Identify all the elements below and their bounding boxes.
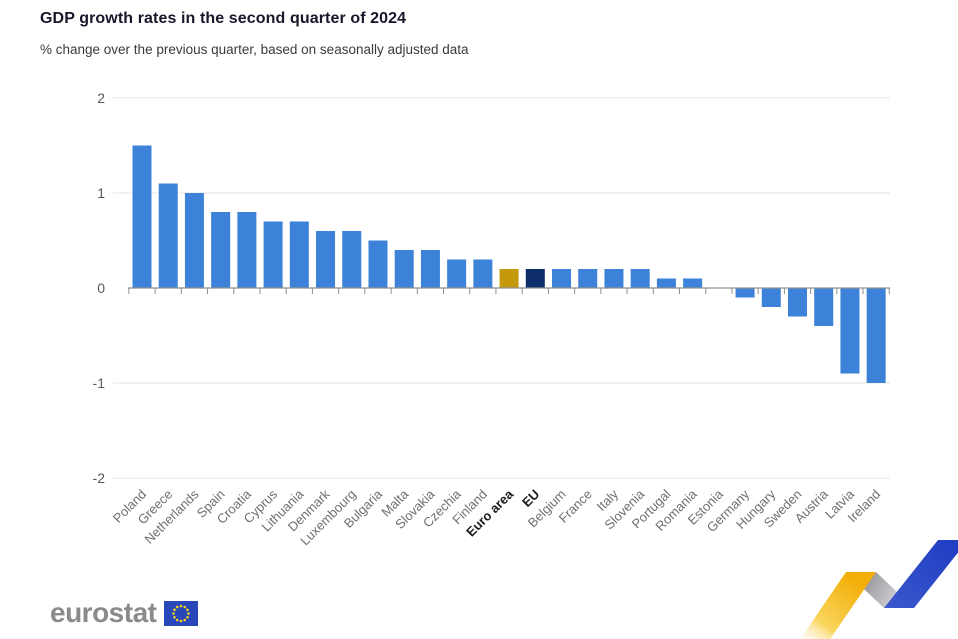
eurostat-zigzag-graphic [800,540,958,639]
flag-star [186,615,190,619]
flag-star [187,611,191,615]
bar-sweden [788,288,807,317]
page-subtitle: % change over the previous quarter, base… [40,42,469,57]
eu-flag-icon [164,600,199,626]
flag-star [176,605,180,608]
flag-star [172,611,176,615]
eurostat-logo: eurostat [50,597,199,628]
bar-euro-area [499,269,519,288]
bar-greece [158,183,178,288]
bar-finland [473,259,493,288]
bar-ireland [866,288,886,383]
bar-romania [683,278,703,288]
bar-germany [735,288,755,298]
bar-malta [394,250,414,288]
bar-poland [132,145,152,288]
bar-eu [525,269,545,288]
flag-star [183,605,187,608]
bar-slovakia [420,250,440,288]
bar-croatia [237,212,257,288]
bar-slovenia [630,269,650,288]
bar-hungary [761,288,781,307]
bar-denmark [316,231,336,288]
eurostat-logo-text: eurostat [50,597,157,628]
flag-star [180,619,183,622]
zigzag-yellow-band [800,572,876,639]
y-tick-label: 0 [97,280,105,296]
y-tick-label: 1 [97,185,105,201]
bar-latvia [840,288,860,374]
bar-luxembourg [342,231,362,288]
y-tick-label: 2 [97,90,105,106]
bar-austria [814,288,834,326]
bar-chart: 210-1-2PolandGreeceNetherlandsSpainCroat… [93,90,890,548]
bar-portugal [656,278,676,288]
flag-star [173,615,177,619]
bar-italy [604,269,624,288]
flag-star [180,604,183,607]
bar-bulgaria [368,240,388,288]
bar-belgium [552,269,572,288]
bar-france [578,269,598,288]
page-title: GDP growth rates in the second quarter o… [40,10,407,27]
zigzag-blue-band [884,540,958,608]
bar-lithuania [289,221,309,288]
bar-czechia [447,259,467,288]
flag-star [186,607,190,611]
flag-star [176,618,180,621]
flag-star [183,618,187,621]
flag-star [173,607,177,611]
y-tick-label: -1 [93,375,106,391]
bar-netherlands [184,193,204,288]
bar-cyprus [263,221,283,288]
bar-spain [211,212,231,288]
y-tick-label: -2 [93,470,106,486]
